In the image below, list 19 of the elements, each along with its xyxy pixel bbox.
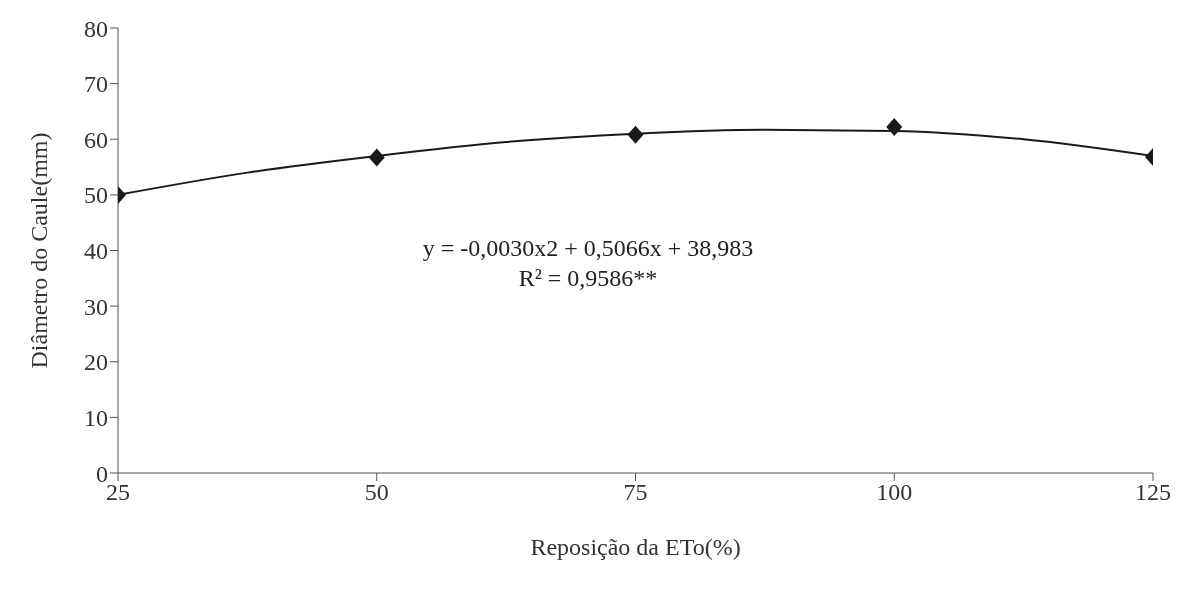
x-axis-title: Reposição da ETo(%) — [530, 534, 741, 560]
x-tick-label: 75 — [623, 479, 648, 506]
y-tick-label: 50 — [84, 182, 108, 209]
y-tick-label: 60 — [84, 126, 108, 153]
y-tick-label: 20 — [84, 349, 108, 376]
y-tick-label: 30 — [84, 293, 108, 320]
x-tick-label: 125 — [1135, 479, 1171, 506]
point — [627, 125, 644, 144]
y-tick-label: 80 — [84, 15, 108, 42]
annotation: y = -0,0030x2 + 0,5066x + 38,983 — [421, 234, 755, 263]
y-tick-label: 0 — [96, 460, 108, 487]
y-tick-label: 70 — [84, 71, 108, 98]
y-tick-label: 40 — [84, 238, 108, 265]
y-tick-label: 10 — [84, 404, 108, 431]
x-tick-label: 100 — [876, 479, 913, 506]
annotation: R² = 0,9586** — [517, 264, 659, 293]
y-axis-title: Diâmetro do Caule(mm) — [25, 132, 52, 369]
x-tick-label: 25 — [106, 479, 130, 506]
x-tick-label: 50 — [364, 479, 389, 506]
